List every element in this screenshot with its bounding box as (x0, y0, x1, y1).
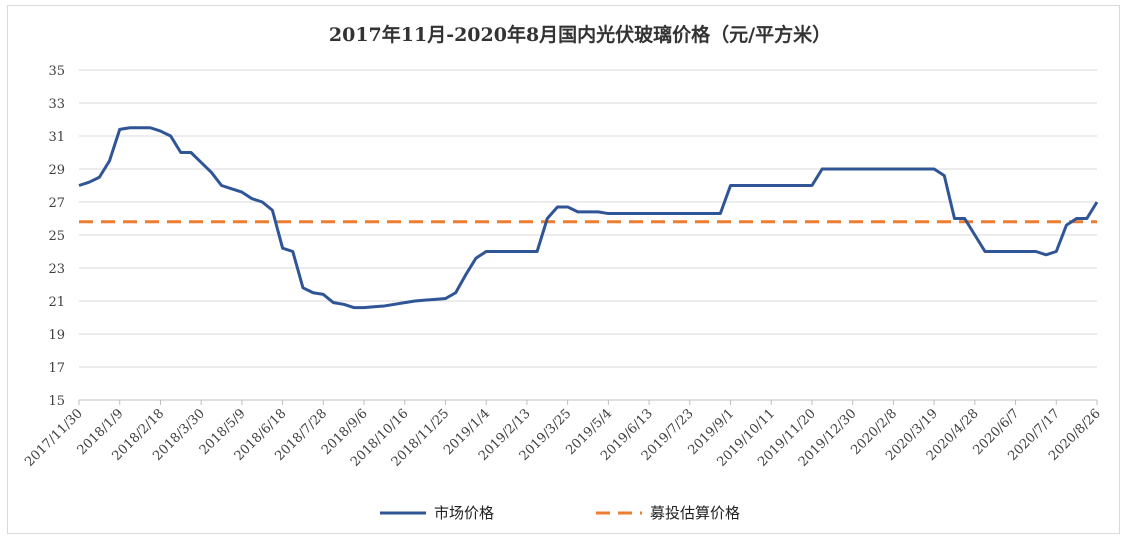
series-line (78, 126, 1099, 310)
y-tick-label: 35 (48, 64, 65, 79)
y-tick-label: 21 (48, 295, 65, 310)
legend-label: 市场价格 (434, 504, 494, 522)
chart-frame (7, 5, 1120, 534)
y-tick-label: 23 (48, 262, 65, 277)
y-tick-label: 17 (48, 361, 65, 376)
y-tick-label: 29 (48, 163, 65, 178)
y-tick-label: 19 (48, 328, 65, 343)
y-tick-label: 33 (48, 97, 65, 112)
y-tick-label: 15 (48, 394, 65, 409)
y-tick-label: 25 (48, 229, 65, 244)
y-tick-label: 27 (48, 196, 65, 211)
chart-title: 2017年11月-2020年8月国内光伏玻璃价格（元/平方米） (329, 23, 831, 46)
legend-label: 募投估算价格 (650, 504, 740, 522)
y-tick-label: 31 (48, 130, 65, 145)
x-tick-label: 2017/11/30 (22, 406, 86, 470)
